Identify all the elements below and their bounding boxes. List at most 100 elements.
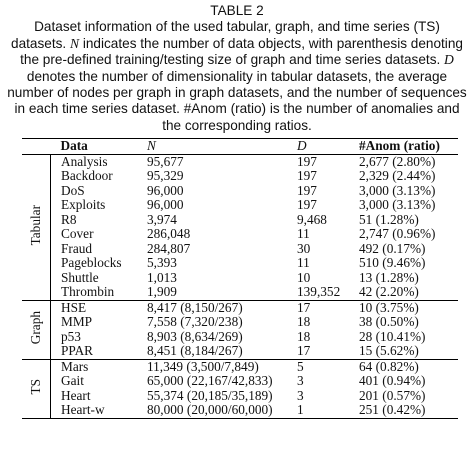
cell: 17 <box>297 343 311 359</box>
cell: 5,393 <box>147 255 177 271</box>
cell: R8 <box>61 211 77 227</box>
caption-segment: denotes the number of dimensionality in … <box>7 68 467 133</box>
cell: Backdoor <box>61 168 113 184</box>
group-name: TS <box>27 379 43 395</box>
caption-title: TABLE 2 <box>210 3 264 18</box>
cell: 95,329 <box>147 168 184 184</box>
cell: 3 <box>297 373 304 389</box>
cell: 492 (0.17%) <box>359 240 426 256</box>
cell: 2,747 (0.96%) <box>359 226 436 242</box>
row: Backdoor 95,329 197 2,329 (2.44%) <box>22 169 458 184</box>
group-name: Graph <box>27 311 43 345</box>
cell: 42 (2.20%) <box>359 284 419 300</box>
caption-segment: Dataset information of the used tabular,… <box>11 19 440 51</box>
cell: Analysis <box>61 153 108 169</box>
row: Thrombin 1,909 139,352 42 (2.20%) <box>22 285 458 300</box>
row: Tabular Analysis 95,677 197 2,677 (2.80%) <box>22 153 458 301</box>
cell: 18 <box>297 314 311 330</box>
cell: 65,000 (22,167/42,833) <box>147 373 273 389</box>
cell: 30 <box>297 240 311 256</box>
header-text: D <box>297 138 307 154</box>
cell: 28 (10.41%) <box>359 328 426 344</box>
header-cell: #Anom (ratio) <box>359 139 458 155</box>
cell: 401 (0.94%) <box>359 373 426 389</box>
header-text: #Anom (ratio) <box>359 138 440 154</box>
caption-segment: D <box>444 52 454 68</box>
row: PPAR 8,451 (8,184/267) 17 15 (5.62%) <box>22 344 458 359</box>
caption-text: Dataset information of the used tabular,… <box>6 19 468 134</box>
cell: 55,374 (20,185/35,189) <box>147 387 273 403</box>
row: Heart-w 80,000 (20,000/60,000) 1 251 (0.42%… <box>22 403 458 418</box>
header-text: Data <box>60 138 88 154</box>
cell: 11 <box>297 255 310 271</box>
group: TS Mars 11,349 (3,500/7,849) 5 64 (0.82%) Gai… <box>22 358 458 419</box>
cell: 13 (1.28%) <box>359 269 419 285</box>
corner <box>22 139 51 155</box>
header-row: Data N D #Anom (ratio) <box>22 139 458 155</box>
cell: p53 <box>61 328 81 344</box>
caption-segment: N <box>69 35 80 51</box>
cell: 9,468 <box>297 211 327 227</box>
group-label: Tabular <box>22 154 51 301</box>
row: Cover 286,048 11 2,747 (0.96%) <box>22 227 458 242</box>
cell: 80,000 (20,000/60,000) <box>147 402 273 418</box>
cell: 8,417 (8,150/267) <box>147 299 243 315</box>
cell: 3 <box>297 387 304 403</box>
caption-segment: indicates the number of data objects, wi… <box>20 35 463 68</box>
cell: 8,451 (8,184/267) <box>147 343 243 359</box>
row: MMP 7,558 (7,320/238) 18 38 (0.50%) <box>22 315 458 330</box>
cell: 3,974 <box>147 211 177 227</box>
row: Pageblocks 5,393 11 510 (9.46%) <box>22 256 458 271</box>
row: Gait 65,000 (22,167/42,833) 3 401 (0.94%) <box>22 374 458 389</box>
cell: 10 (3.75%) <box>359 299 419 315</box>
cell: Cover <box>61 226 94 242</box>
cell: Exploits <box>61 197 106 213</box>
cell: 1 <box>297 402 304 418</box>
cell: 51 (1.28%) <box>359 211 419 227</box>
header-cell: N <box>147 139 297 155</box>
cell: Heart-w <box>61 402 105 418</box>
cell: 11 <box>297 226 310 242</box>
header-cell: D <box>297 139 359 155</box>
cell: Heart <box>61 387 91 403</box>
row: TS Mars 11,349 (3,500/7,849) 5 64 (0.82%) <box>22 358 458 419</box>
cell: HSE <box>61 299 87 315</box>
cell: 2,677 (2.80%) <box>359 153 436 169</box>
table: Data N D #Anom (ratio) Tabular Analysis 95,67… <box>22 138 458 419</box>
cell: 8,903 (8,634/269) <box>147 328 243 344</box>
cell: 64 (0.82%) <box>359 358 419 374</box>
cell: 139,352 <box>297 284 341 300</box>
group-name: Tabular <box>27 205 43 246</box>
cell: 284,807 <box>147 240 191 256</box>
group: Graph HSE 8,417 (8,150/267) 17 10 (3.75%) MMP… <box>22 299 458 360</box>
group-label: Graph <box>22 300 51 360</box>
cell: MMP <box>61 314 93 330</box>
row: DoS 96,000 197 3,000 (3.13%) <box>22 182 458 199</box>
cell: 197 <box>297 153 317 169</box>
table-head: Data N D #Anom (ratio) <box>22 139 458 155</box>
cell: 11,349 (3,500/7,849) <box>147 358 259 374</box>
cell: Pageblocks <box>61 255 122 271</box>
caption: TABLE 2 Dataset information of the used … <box>6 3 468 134</box>
cell: 1,013 <box>147 269 177 285</box>
cell: Gait <box>61 373 84 389</box>
cell: 38 (0.50%) <box>359 314 419 330</box>
cell: 96,000 <box>147 197 184 213</box>
cell: 251 (0.42%) <box>359 402 426 418</box>
cell: 96,000 <box>147 182 184 198</box>
cell: 197 <box>297 182 317 198</box>
cell: 15 (5.62%) <box>359 343 419 359</box>
cell: Shuttle <box>61 269 99 285</box>
group: Tabular Analysis 95,677 197 2,677 (2.80%) Bac… <box>22 153 458 301</box>
cell: 2,329 (2.44%) <box>359 168 436 184</box>
cell: 3,000 (3.13%) <box>359 182 436 198</box>
cell: 5 <box>297 358 304 374</box>
cell: 3,000 (3.13%) <box>359 197 436 213</box>
cell: PPAR <box>61 343 94 359</box>
header-text: N <box>147 138 156 154</box>
cell: 17 <box>297 299 311 315</box>
cell: 7,558 (7,320/238) <box>147 314 243 330</box>
row: Fraud 284,807 30 492 (0.17%) <box>22 240 458 257</box>
cell: Mars <box>61 358 89 374</box>
cell: 197 <box>297 197 317 213</box>
